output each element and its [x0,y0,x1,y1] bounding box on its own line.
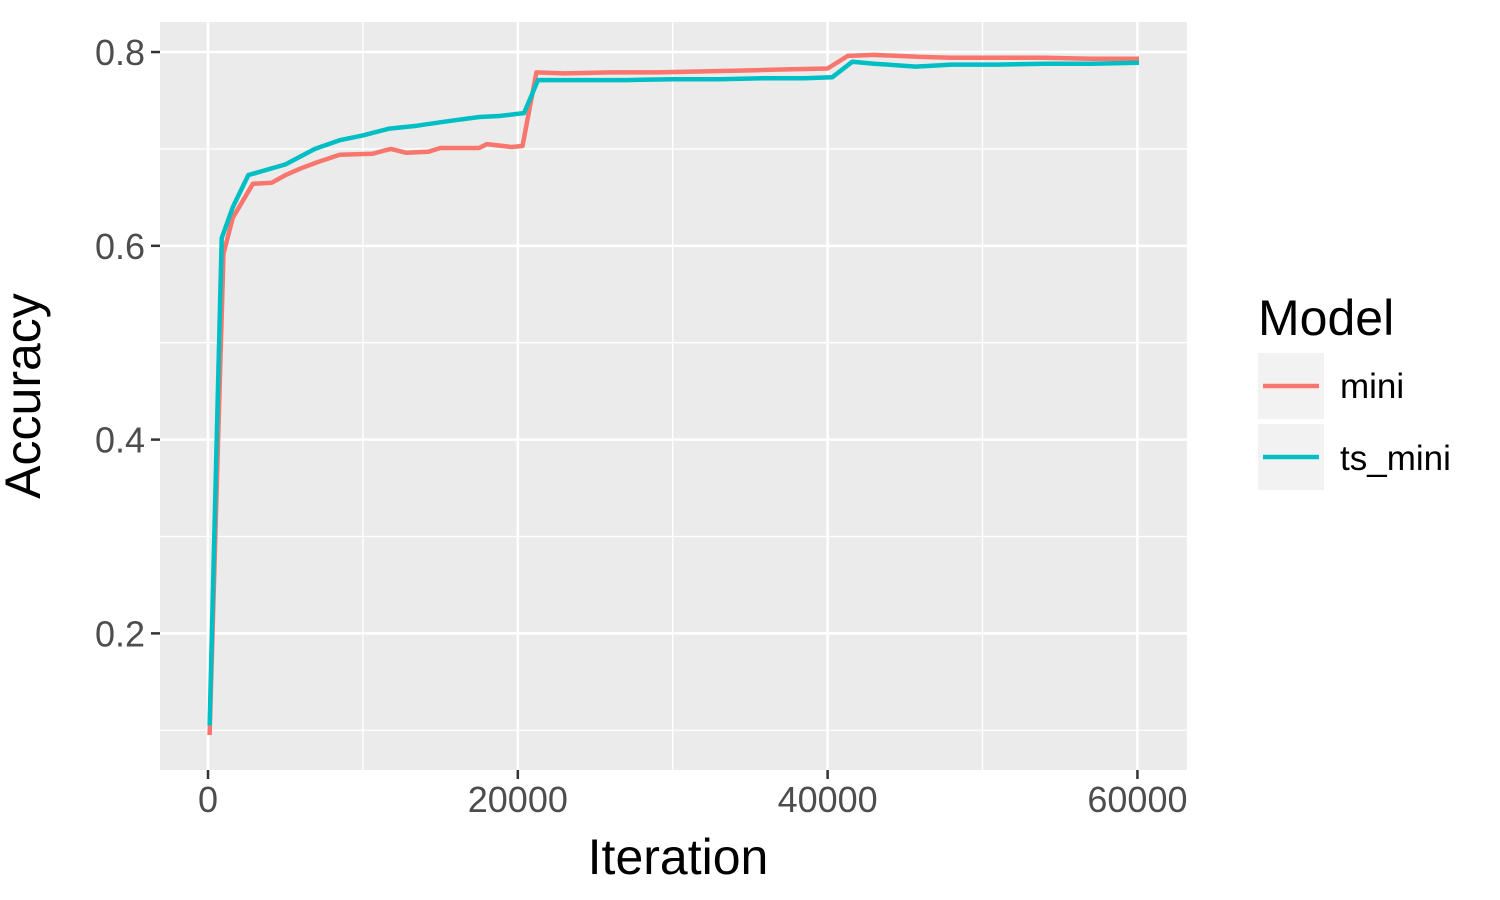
y-tick-label: 0.2 [95,613,145,654]
x-tick-label: 60000 [1087,779,1187,820]
legend: Model mini ts_mini [1258,290,1451,490]
legend-title: Model [1258,290,1394,346]
legend-label-mini: mini [1340,367,1404,406]
plot-panel [160,22,1187,770]
y-tick-labels: 0.2 0.4 0.6 0.8 [95,32,145,654]
legend-label-ts-mini: ts_mini [1340,439,1451,478]
y-axis-title: Accuracy [0,293,51,499]
x-tick-label: 40000 [778,779,878,820]
x-axis-title: Iteration [588,829,769,885]
y-tick-label: 0.6 [95,226,145,267]
x-tick-label: 0 [198,779,218,820]
y-tick-label: 0.8 [95,32,145,73]
gridlines-major [160,22,1187,770]
y-tick-label: 0.4 [95,420,145,461]
axis-ticks [151,50,1139,779]
x-tick-labels: 0 20000 40000 60000 [198,779,1187,820]
gridlines-minor [160,22,1187,770]
line-ts_mini [207,59,1140,726]
series-lines [207,52,1140,736]
line-mini [207,52,1139,736]
x-tick-label: 20000 [468,779,568,820]
